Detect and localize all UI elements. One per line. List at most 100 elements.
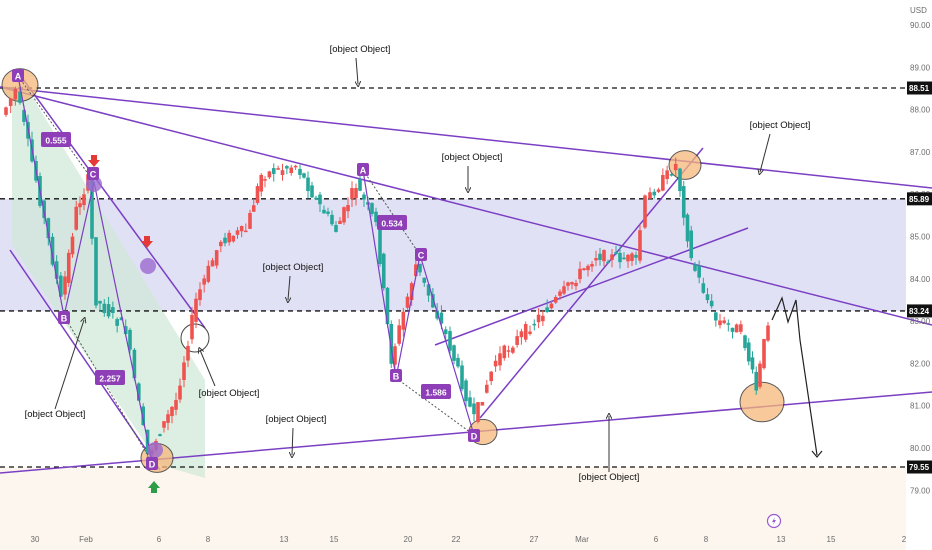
candle-body xyxy=(106,304,111,317)
candle-body xyxy=(166,414,170,423)
candle-body xyxy=(511,347,515,353)
candle-body xyxy=(251,205,256,212)
y-tick-label: 83.00 xyxy=(910,317,931,326)
candle-body xyxy=(338,220,342,225)
candle-body xyxy=(90,176,94,239)
candle-body xyxy=(342,207,346,223)
candle-body xyxy=(493,360,498,367)
pattern-point-badge xyxy=(468,429,480,442)
candle-body xyxy=(701,283,706,293)
annotation-label: [object Object] xyxy=(25,409,86,420)
candle-body xyxy=(223,237,227,244)
trend-line[interactable] xyxy=(479,147,704,419)
candle-body xyxy=(276,168,280,170)
price-tag xyxy=(907,304,932,318)
candle-body xyxy=(758,363,762,387)
candle-body xyxy=(435,310,439,319)
candle-body xyxy=(541,315,545,322)
pattern-point-label: B xyxy=(61,314,68,324)
trend-line[interactable] xyxy=(0,86,932,189)
candle-body xyxy=(578,268,582,280)
x-tick-label: 20 xyxy=(404,535,413,544)
price-tag-label: 85.89 xyxy=(909,195,930,204)
candle-body xyxy=(431,294,435,308)
annotation-label: [object Object] xyxy=(579,472,640,483)
y-tick-label: 79.00 xyxy=(910,486,931,495)
pattern-point-badge xyxy=(58,311,70,324)
candle-body xyxy=(464,380,468,402)
candle-body xyxy=(137,383,141,401)
candle-body xyxy=(678,168,682,192)
candle-body xyxy=(673,163,678,171)
candle-body xyxy=(661,174,665,191)
pattern-point-badge xyxy=(415,248,427,261)
candle-body xyxy=(622,257,626,260)
candle-body xyxy=(528,331,532,334)
candle-body xyxy=(643,195,647,228)
price-tag-label: 88.51 xyxy=(909,84,930,93)
candle-body xyxy=(210,260,215,267)
harmonic-leg xyxy=(17,75,153,463)
trend-line[interactable] xyxy=(0,86,932,326)
lightning-icon[interactable] xyxy=(766,513,782,529)
annotation-pointer xyxy=(760,133,771,172)
candle-body xyxy=(693,264,697,271)
pattern-point-badge xyxy=(357,163,369,176)
candle-body xyxy=(558,291,562,296)
candle-body xyxy=(293,165,298,168)
candle-body xyxy=(669,174,674,176)
annotation-label: [object Object] xyxy=(442,152,503,163)
trend-line[interactable] xyxy=(434,227,749,346)
harmonic-leg xyxy=(362,169,475,436)
x-tick-label: Feb xyxy=(79,535,93,544)
pattern-point-label: D xyxy=(471,432,478,442)
candle-body xyxy=(590,263,594,267)
candle-body xyxy=(697,265,701,278)
x-tick-label: 22 xyxy=(452,535,461,544)
candle-body xyxy=(439,312,444,324)
candle-body xyxy=(244,230,248,233)
pattern-point-badge xyxy=(12,69,24,82)
candle-body xyxy=(743,335,747,349)
sell-arrow-icon xyxy=(88,155,100,167)
annotation-label: [object Object] xyxy=(266,414,327,425)
sell-arrow-icon xyxy=(141,236,153,248)
candle-body xyxy=(397,325,401,344)
candle-body xyxy=(762,339,766,369)
x-tick-label: 27 xyxy=(530,535,539,544)
candle-body xyxy=(456,357,460,367)
support-zone xyxy=(0,467,906,550)
candle-body xyxy=(186,345,190,361)
candle-body xyxy=(685,214,690,242)
candle-body xyxy=(190,314,194,340)
candle-body xyxy=(606,261,610,264)
pattern-circle xyxy=(147,442,163,458)
candle-body xyxy=(730,327,735,332)
candle-body xyxy=(219,241,223,247)
pattern-point-label: A xyxy=(15,72,22,82)
candle-body xyxy=(350,188,354,200)
candle-body xyxy=(8,98,13,106)
candle-body xyxy=(231,235,236,242)
candle-body xyxy=(562,286,566,294)
candle-body xyxy=(689,230,694,259)
candle-body xyxy=(754,371,759,391)
x-tick-label: 8 xyxy=(206,535,211,544)
x-tick-label: 13 xyxy=(777,535,786,544)
annotation-pointer xyxy=(292,427,293,455)
candle-body xyxy=(385,287,390,325)
candle-body xyxy=(705,294,710,301)
candle-body xyxy=(322,209,326,214)
x-tick-label: 6 xyxy=(654,535,659,544)
candle-body xyxy=(549,303,554,309)
pattern-point-badge xyxy=(87,167,99,180)
candle-body xyxy=(582,268,586,270)
candle-body xyxy=(94,237,98,306)
y-tick-label: 87.00 xyxy=(910,148,931,157)
candle-body xyxy=(255,186,260,203)
trend-line[interactable] xyxy=(19,74,206,329)
candle-body xyxy=(401,311,406,330)
candle-body xyxy=(389,323,394,364)
candle-body xyxy=(310,185,314,198)
